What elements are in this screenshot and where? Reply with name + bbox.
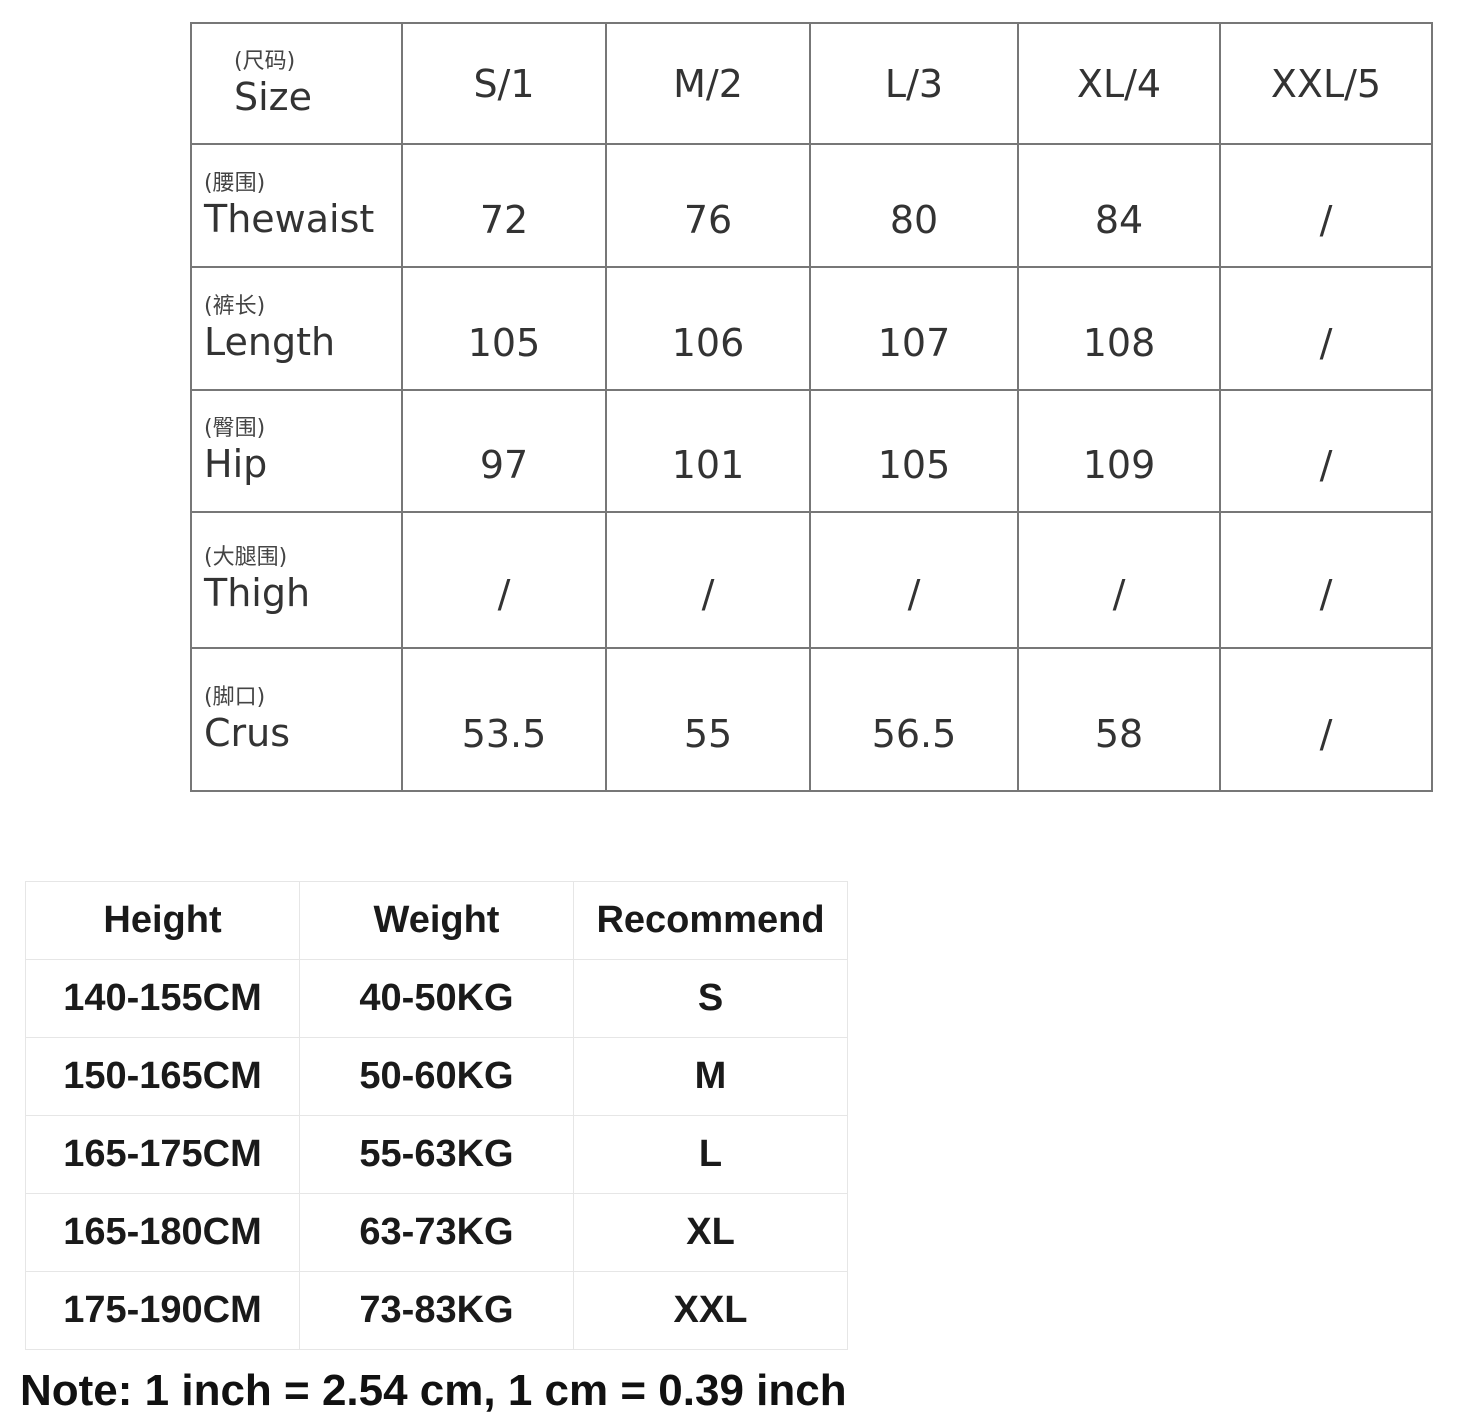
recommend-cell: 175-190CM: [25, 1271, 300, 1350]
recommend-cell: XXL: [573, 1271, 848, 1350]
recommend-row: 175-190CM 73-83KG XXL: [25, 1271, 848, 1350]
label-english: Length: [204, 319, 336, 364]
recommend-row: 165-180CM 63-73KG XL: [25, 1193, 848, 1272]
label-chinese: (尺码): [234, 48, 296, 74]
size-chart-table: (尺码) Size S/1 M/2 L/3 XL/4 XXL/5 (腰围) Thewaist 72…: [190, 22, 1433, 792]
recommend-cell: 50-60KG: [299, 1037, 574, 1116]
recommend-cell: 150-165CM: [25, 1037, 300, 1116]
measurement-cell: 72: [401, 143, 607, 268]
row-label: (大腿围) Thigh: [190, 511, 403, 649]
recommend-cell: L: [573, 1115, 848, 1194]
row-label: (裤长) Length: [190, 266, 403, 391]
recommend-header-row: Height Weight Recommend: [25, 881, 848, 960]
measurement-cell: 56.5: [809, 647, 1019, 792]
label-chinese: (大腿围): [204, 545, 288, 570]
measurement-cell: 107: [809, 266, 1019, 391]
recommend-cell: 73-83KG: [299, 1271, 574, 1350]
row-label: (脚口) Crus: [190, 647, 403, 792]
label-chinese: (脚口): [204, 684, 266, 710]
measurement-cell: 101: [605, 389, 811, 513]
measurement-cell: /: [1017, 511, 1221, 649]
measurement-cell: 53.5: [401, 647, 607, 792]
size-header-cell: S/1: [401, 22, 607, 145]
recommend-cell: 40-50KG: [299, 959, 574, 1038]
measurement-cell: 109: [1017, 389, 1221, 513]
recommend-row: 150-165CM 50-60KG M: [25, 1037, 848, 1116]
measurement-cell: /: [1219, 647, 1433, 792]
recommend-cell: S: [573, 959, 848, 1038]
size-header-cell: M/2: [605, 22, 811, 145]
label-english: Thigh: [204, 571, 311, 615]
measurement-cell: 55: [605, 647, 811, 792]
recommend-row: 165-175CM 55-63KG L: [25, 1115, 848, 1194]
row-label: (腰围) Thewaist: [190, 143, 403, 268]
recommend-table: Height Weight Recommend 140-155CM 40-50KG S 15…: [25, 881, 848, 1350]
recommend-header-cell: Recommend: [573, 881, 848, 960]
measurement-cell: /: [809, 511, 1019, 649]
measurement-cell: 97: [401, 389, 607, 513]
measurement-cell: 80: [809, 143, 1019, 268]
measurement-row: (大腿围) Thigh / / / / /: [190, 511, 1433, 649]
size-header-row: (尺码) Size S/1 M/2 L/3 XL/4 XXL/5: [190, 22, 1433, 145]
recommend-cell: 140-155CM: [25, 959, 300, 1038]
recommend-cell: M: [573, 1037, 848, 1116]
recommend-cell: XL: [573, 1193, 848, 1272]
measurement-cell: 84: [1017, 143, 1221, 268]
recommend-cell: 55-63KG: [299, 1115, 574, 1194]
size-header-cell: XL/4: [1017, 22, 1221, 145]
row-label: (尺码) Size: [190, 22, 403, 145]
recommend-header-cell: Weight: [299, 881, 574, 960]
recommend-header-cell: Height: [25, 881, 300, 960]
recommend-cell: 165-180CM: [25, 1193, 300, 1272]
size-header-cell: L/3: [809, 22, 1019, 145]
recommend-cell: 63-73KG: [299, 1193, 574, 1272]
recommend-row: 140-155CM 40-50KG S: [25, 959, 848, 1038]
size-header-cell: XXL/5: [1219, 22, 1433, 145]
label-english: Size: [234, 74, 313, 119]
measurement-cell: 105: [809, 389, 1019, 513]
measurement-row: (臀围) Hip 97 101 105 109/: [190, 389, 1433, 513]
measurement-cell: /: [401, 511, 607, 649]
measurement-cell: /: [1219, 511, 1433, 649]
label-english: Thewaist: [204, 196, 375, 241]
recommend-cell: 165-175CM: [25, 1115, 300, 1194]
measurement-cell: 105: [401, 266, 607, 391]
measurement-cell: 108: [1017, 266, 1221, 391]
label-chinese: (臀围): [204, 416, 266, 441]
measurement-cell: /: [605, 511, 811, 649]
measurement-row: (裤长) Length 105 106 107 108/: [190, 266, 1433, 391]
measurement-row: (脚口) Crus 53.5 55 56.5 58/: [190, 647, 1433, 792]
measurement-cell: 106: [605, 266, 811, 391]
label-english: Crus: [204, 710, 291, 755]
measurement-cell: 58: [1017, 647, 1221, 792]
measurement-cell: /: [1219, 389, 1433, 513]
measurement-cell: 76: [605, 143, 811, 268]
label-chinese: (腰围): [204, 170, 266, 196]
measurement-cell: /: [1219, 143, 1433, 268]
conversion-note: Note: 1 inch = 2.54 cm, 1 cm = 0.39 inch: [20, 1366, 847, 1415]
label-english: Hip: [204, 442, 268, 486]
label-chinese: (裤长): [204, 293, 266, 319]
measurement-row: (腰围) Thewaist 72 76 80 84/: [190, 143, 1433, 268]
row-label: (臀围) Hip: [190, 389, 403, 513]
measurement-cell: /: [1219, 266, 1433, 391]
